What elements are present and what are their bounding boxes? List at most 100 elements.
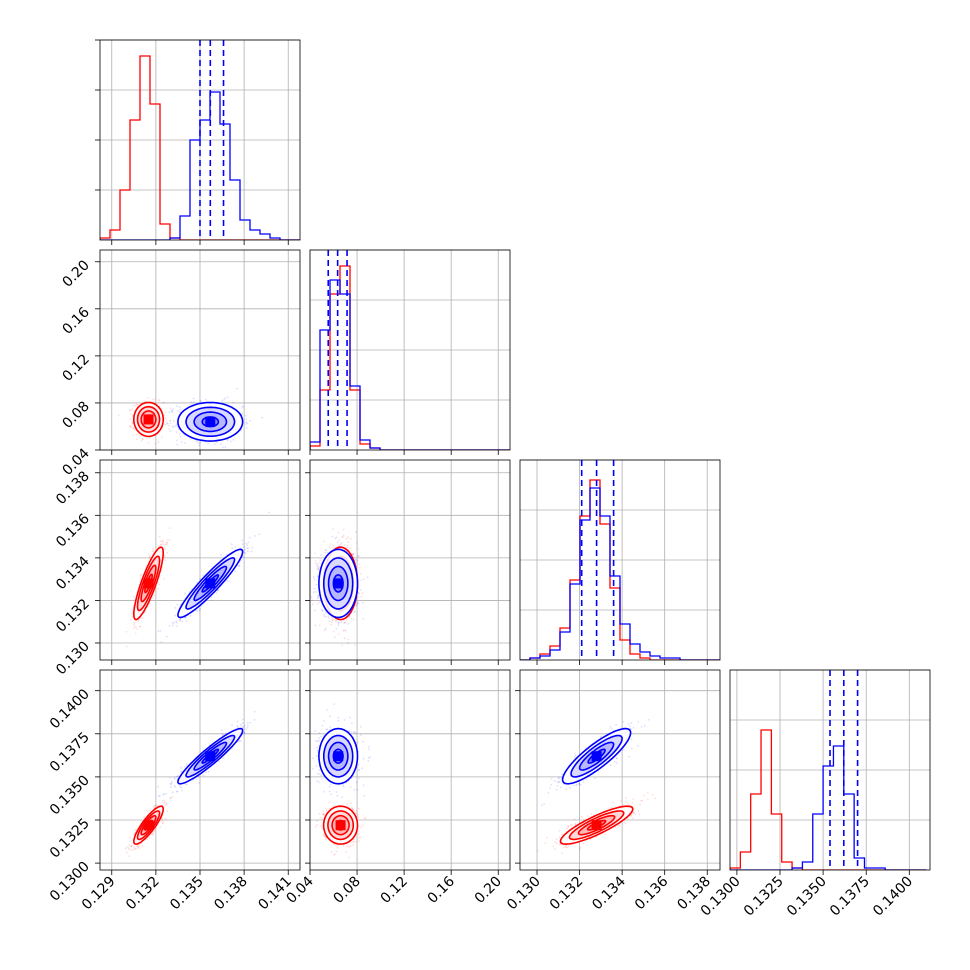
sample-point (347, 541, 349, 544)
sample-point (227, 396, 229, 398)
sample-point (165, 420, 168, 422)
sample-point (324, 549, 327, 552)
sample-point (154, 442, 157, 445)
sample-point (314, 552, 316, 555)
sample-point (151, 550, 154, 553)
sample-point (135, 403, 138, 406)
sample-point (141, 845, 144, 847)
sample-point (324, 551, 327, 554)
sample-point (152, 596, 154, 599)
sample-point (348, 615, 351, 618)
sample-point (316, 568, 319, 570)
sample-point (152, 594, 155, 597)
sample-point (168, 424, 170, 427)
sample-point (245, 414, 247, 417)
sample-point (232, 439, 235, 441)
sample-point (350, 611, 352, 613)
sample-point (169, 797, 172, 800)
sample-point (357, 602, 359, 605)
sample-point (317, 575, 319, 577)
sample-point (337, 633, 340, 635)
sample-point (244, 552, 247, 554)
sample-point (245, 423, 248, 425)
panel-1-0: 0.040.080.120.160.20 (59, 249, 301, 479)
sample-point (357, 596, 360, 599)
sample-point (144, 611, 147, 614)
density-peak (205, 416, 216, 427)
sample-point (164, 804, 167, 807)
sample-point (332, 619, 334, 621)
sample-point (168, 411, 171, 414)
sample-point (332, 528, 334, 531)
sample-point (178, 619, 181, 622)
sample-point (347, 623, 350, 625)
sample-point (162, 542, 165, 544)
sample-point (328, 620, 331, 623)
sample-point (136, 845, 138, 848)
sample-point (171, 411, 174, 414)
sample-point (128, 844, 131, 846)
sample-point (247, 547, 250, 550)
sample-point (241, 412, 244, 415)
sample-point (324, 615, 327, 618)
sample-point (240, 429, 243, 432)
sample-point (314, 560, 317, 562)
sample-point (163, 800, 166, 803)
contours-red (132, 546, 164, 621)
sample-point (317, 565, 319, 568)
sample-point (176, 625, 178, 627)
sample-point (353, 644, 356, 647)
sample-point (165, 802, 168, 805)
sample-point (137, 620, 140, 623)
sample-point (243, 731, 246, 734)
sample-point (197, 442, 200, 444)
sample-point (131, 408, 134, 411)
sample-point (181, 789, 184, 792)
sample-point (148, 553, 151, 556)
sample-point (134, 625, 137, 628)
sample-point (323, 613, 326, 616)
sample-point (130, 413, 133, 415)
sample-point (268, 511, 270, 514)
sample-point (131, 611, 134, 613)
sample-point (133, 627, 135, 629)
sample-point (202, 574, 205, 577)
sample-point (154, 829, 157, 832)
sample-point (131, 615, 134, 618)
sample-point (246, 544, 249, 546)
sample-point (196, 610, 199, 613)
sample-point (240, 559, 242, 562)
sample-point (152, 806, 155, 808)
sample-point (360, 573, 362, 575)
sample-point (241, 406, 243, 408)
sample-point (152, 833, 155, 835)
sample-point (313, 578, 316, 581)
sample-point (359, 579, 362, 581)
contours-blue (177, 401, 244, 442)
y-tick-label: 0.20 (59, 257, 92, 290)
sample-point (179, 618, 181, 620)
sample-point (179, 408, 182, 411)
sample-point (232, 401, 235, 404)
sample-point (346, 544, 349, 547)
histogram-blue (310, 279, 510, 450)
sample-point (166, 635, 168, 638)
sample-point (149, 555, 151, 558)
sample-point (157, 587, 160, 590)
axes-frame (309, 459, 511, 661)
sample-point (157, 630, 160, 633)
sample-point (163, 401, 166, 404)
sample-point (126, 846, 128, 848)
sample-point (161, 543, 164, 546)
sample-point (210, 596, 213, 599)
sample-point (351, 553, 353, 556)
sample-point (221, 733, 224, 735)
sample-point (143, 815, 146, 818)
sample-point (169, 419, 172, 422)
sample-point (165, 541, 168, 544)
sample-point (181, 620, 184, 623)
sample-point (161, 539, 164, 542)
sample-point (243, 551, 246, 554)
sample-point (317, 594, 320, 597)
